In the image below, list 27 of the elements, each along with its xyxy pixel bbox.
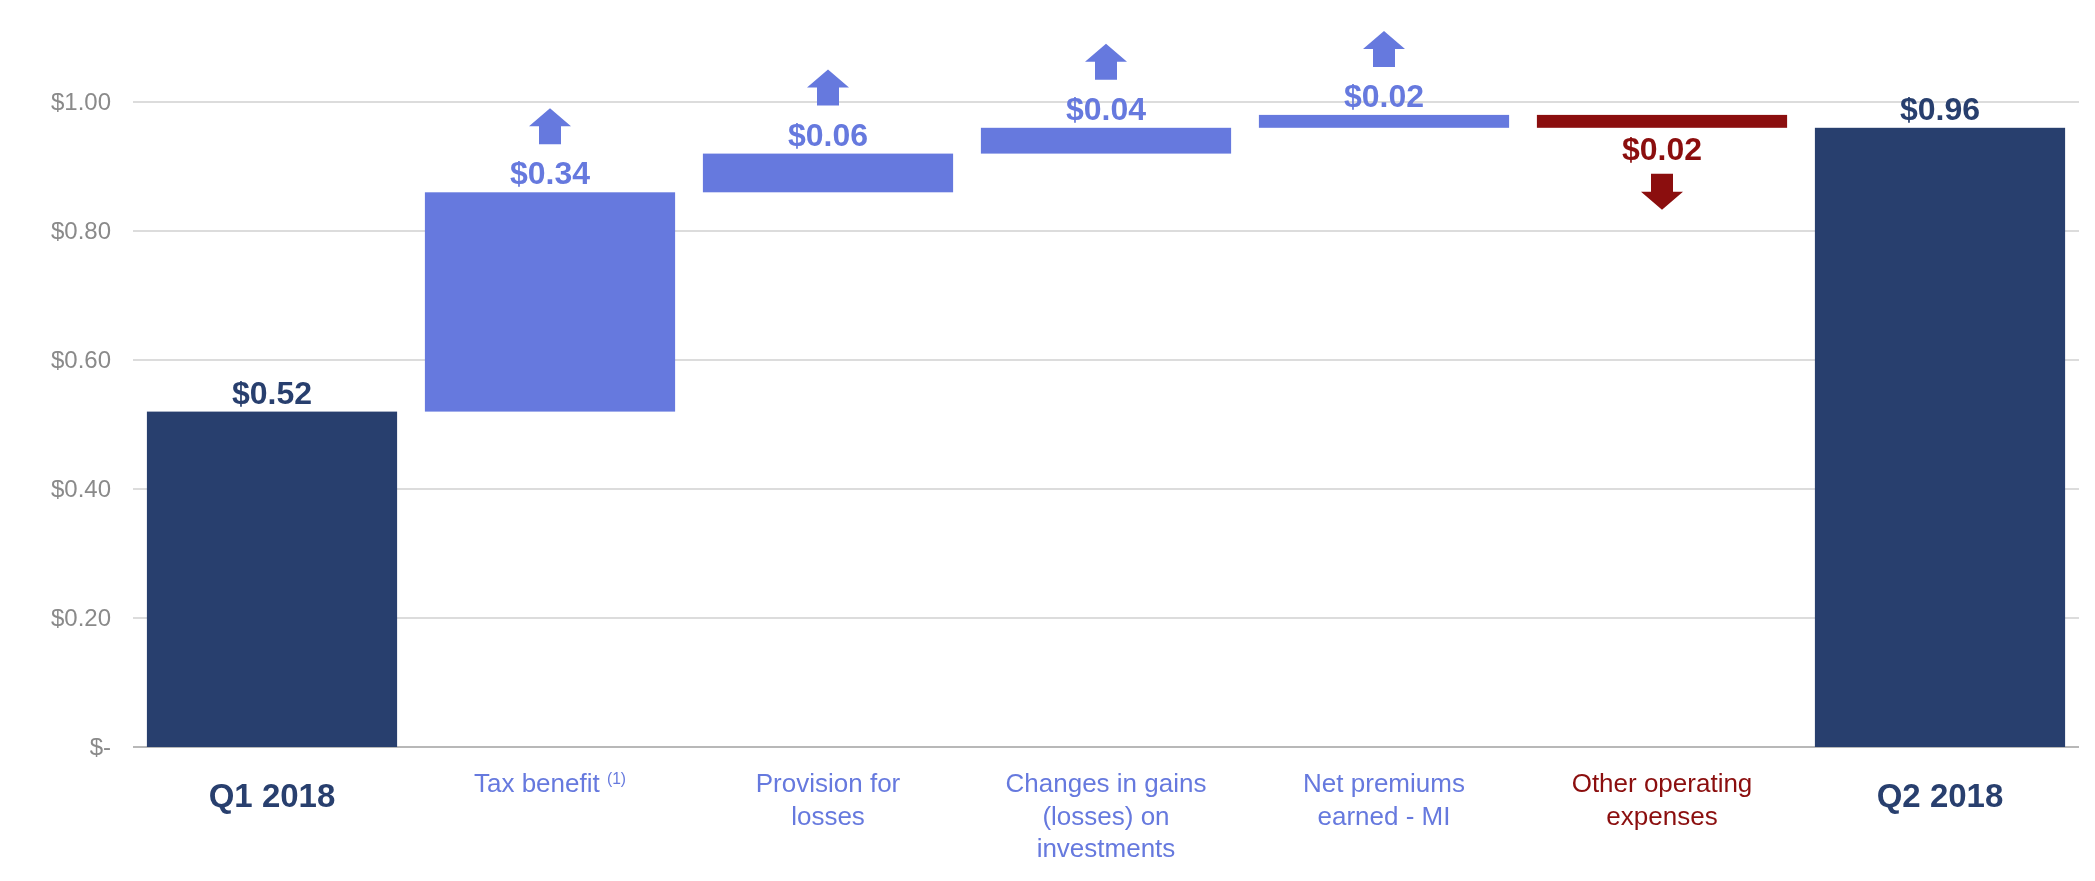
data-label: $0.02 (1621, 130, 1703, 167)
y-tick-label: $0.40 (50, 475, 111, 503)
x-tick-label: Q1 2018 (208, 777, 336, 814)
data-label: $0.04 (1065, 90, 1147, 127)
x-tick-label: Changes in gains (losses) on investments (1005, 768, 1207, 863)
x-tick-label: Q2 2018 (1876, 777, 2004, 814)
bar (1814, 127, 2066, 747)
bar (1536, 114, 1788, 128)
y-tick-label: $0.20 (50, 604, 111, 632)
y-tick-label: $1.00 (50, 88, 111, 116)
y-tick-label: $- (89, 733, 111, 761)
data-label: $0.96 (1899, 90, 1981, 127)
y-tick-label: $0.80 (50, 217, 111, 245)
data-label: $0.02 (1343, 77, 1425, 114)
bar (146, 411, 398, 747)
x-tick-label: Net premiums earned - MI (1303, 768, 1465, 831)
bar (424, 192, 676, 412)
data-label: $0.34 (509, 155, 591, 192)
x-tick-label: Provision for losses (755, 768, 901, 831)
y-tick-label: $0.60 (50, 346, 111, 374)
bar (980, 127, 1232, 154)
data-label: $0.52 (231, 374, 313, 411)
bar (1258, 114, 1510, 128)
x-tick-label: Other operating expenses (1571, 768, 1753, 831)
x-tick-label: Tax benefit $^{(1)}$ (473, 768, 627, 798)
data-label: $0.06 (787, 116, 869, 153)
bar (702, 153, 954, 193)
